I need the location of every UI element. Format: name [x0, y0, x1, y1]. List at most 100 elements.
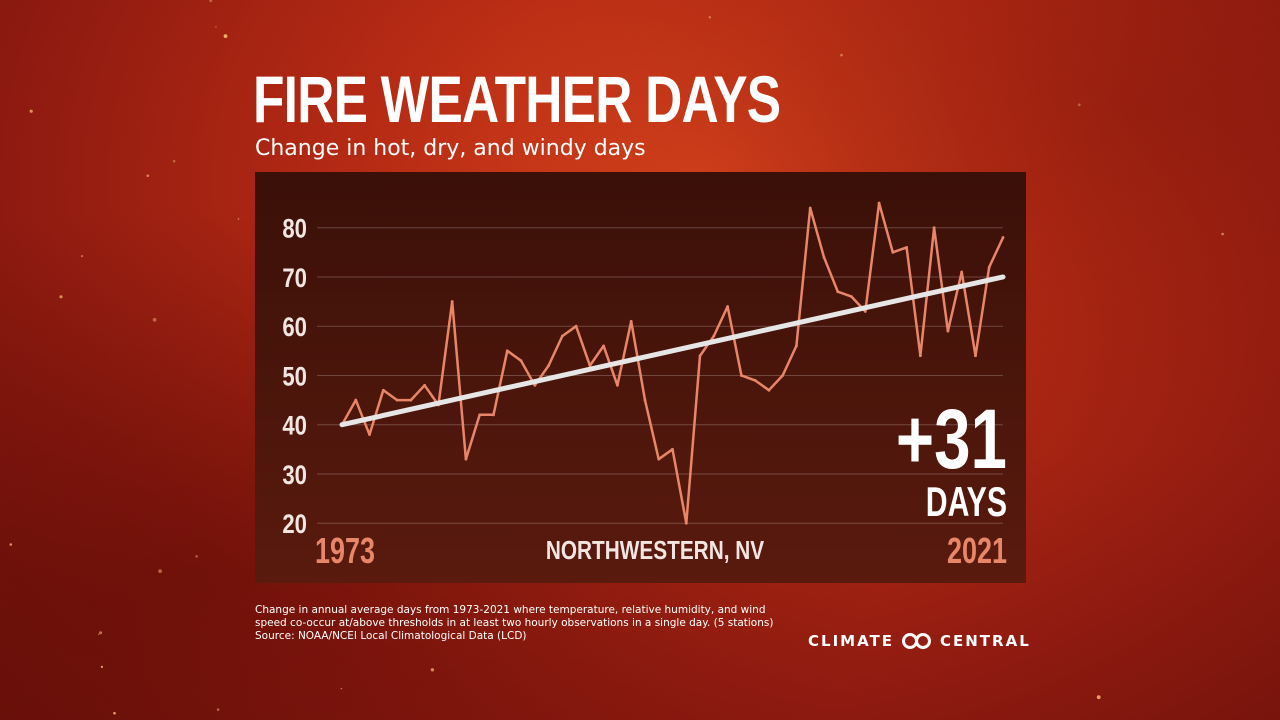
ember-dot — [430, 668, 435, 672]
data-point — [547, 364, 550, 367]
data-point — [505, 349, 509, 353]
data-point — [781, 374, 785, 377]
data-point — [354, 398, 358, 402]
data-point — [1001, 236, 1005, 239]
data-point — [643, 398, 647, 402]
data-point — [850, 295, 853, 299]
ember-dot — [113, 711, 116, 715]
ember-dot — [1077, 103, 1081, 107]
data-point — [905, 246, 909, 249]
caption-line: Change in annual average days from 1973-… — [255, 604, 766, 616]
line-chart: 20 30 40 50 60 70 80 +31 DAYS 1973 2021 NORTHW… — [255, 172, 1026, 583]
data-point — [712, 334, 716, 338]
page-subtitle: Change in hot, dry, and windy days — [255, 136, 646, 161]
data-point — [657, 457, 661, 461]
data-point — [795, 344, 798, 348]
data-point — [863, 310, 867, 313]
data-point — [602, 344, 606, 348]
data-point — [616, 383, 619, 387]
ember-dot — [1221, 232, 1224, 236]
location-label: NORTHWESTERN, NV — [546, 536, 765, 565]
data-point — [574, 324, 578, 328]
data-point — [974, 354, 977, 358]
ember-dot — [840, 53, 843, 57]
data-point — [492, 413, 495, 417]
data-point — [877, 201, 881, 205]
trend-group — [339, 274, 1006, 428]
data-point — [395, 398, 399, 402]
data-point — [946, 329, 950, 333]
ember-dot — [100, 665, 103, 669]
data-point — [409, 398, 413, 402]
data-point — [808, 206, 812, 210]
data-point — [684, 521, 688, 525]
climate-central-logo[interactable]: CLIMATE CENTRAL — [808, 630, 1031, 652]
page-title: FIRE WEATHER DAYS — [253, 62, 781, 136]
data-point — [671, 447, 674, 451]
caption-source: Source: NOAA/NCEI Local Climatological D… — [255, 630, 527, 642]
ember-dot — [195, 555, 198, 558]
data-point — [519, 359, 523, 363]
logo-text-left: CLIMATE — [808, 632, 894, 650]
y-tick-label: 60 — [282, 313, 307, 343]
data-point — [478, 413, 482, 417]
x-start-label: 1973 — [315, 530, 375, 571]
data-point — [423, 383, 427, 387]
ember-dot — [708, 16, 711, 19]
y-tick-label: 70 — [282, 264, 307, 294]
ember-dot — [158, 569, 163, 573]
data-point — [932, 226, 936, 230]
ember-dot — [80, 255, 84, 258]
logo-rings-icon — [902, 633, 931, 649]
caption-line: speed co-occur at/above thresholds in at… — [255, 617, 774, 629]
data-point — [918, 354, 922, 358]
data-point — [560, 334, 564, 338]
ember-dot — [1096, 695, 1101, 700]
data-point — [698, 354, 702, 358]
data-point — [767, 388, 771, 392]
ember-dot — [172, 159, 176, 163]
data-point — [381, 388, 385, 392]
ember-dot — [215, 26, 217, 28]
annotation-value: +31 — [896, 392, 1007, 486]
series-group — [340, 201, 1005, 525]
y-tick-label: 50 — [282, 362, 307, 392]
data-point — [726, 305, 729, 308]
ember-dot — [59, 295, 63, 299]
y-axis-ticks: 20 30 40 50 60 70 80 — [282, 215, 307, 540]
data-point — [739, 374, 743, 377]
ember-dot — [152, 317, 157, 322]
data-point — [629, 319, 633, 323]
annotation-unit: DAYS — [926, 478, 1007, 525]
gridlines — [317, 227, 1003, 524]
data-point — [891, 250, 895, 254]
ember-dot — [237, 218, 240, 220]
ember-dot — [216, 708, 220, 711]
ember-dot — [9, 543, 13, 546]
y-tick-label: 20 — [282, 510, 307, 540]
ember-dot — [340, 687, 343, 690]
data-point — [836, 290, 840, 294]
logo-text-right: CENTRAL — [940, 632, 1031, 650]
data-point — [987, 265, 991, 269]
ember-dot — [223, 34, 228, 38]
data-point — [822, 255, 826, 259]
y-tick-label: 40 — [282, 412, 307, 442]
data-point — [960, 270, 964, 274]
ember-dot — [146, 174, 150, 177]
ember-dot — [29, 109, 33, 113]
data-point — [450, 300, 454, 303]
data-point — [368, 433, 371, 436]
data-point — [753, 378, 757, 382]
trend-line — [339, 274, 1006, 428]
chart-caption: Change in annual average days from 1973-… — [255, 604, 795, 643]
y-tick-label: 80 — [282, 215, 307, 245]
data-point — [588, 364, 592, 367]
data-point — [464, 457, 468, 461]
ember-dot — [99, 631, 103, 635]
data-point — [533, 383, 537, 387]
x-end-label: 2021 — [947, 530, 1007, 571]
y-tick-label: 30 — [282, 461, 307, 491]
ember-dot — [209, 0, 213, 3]
